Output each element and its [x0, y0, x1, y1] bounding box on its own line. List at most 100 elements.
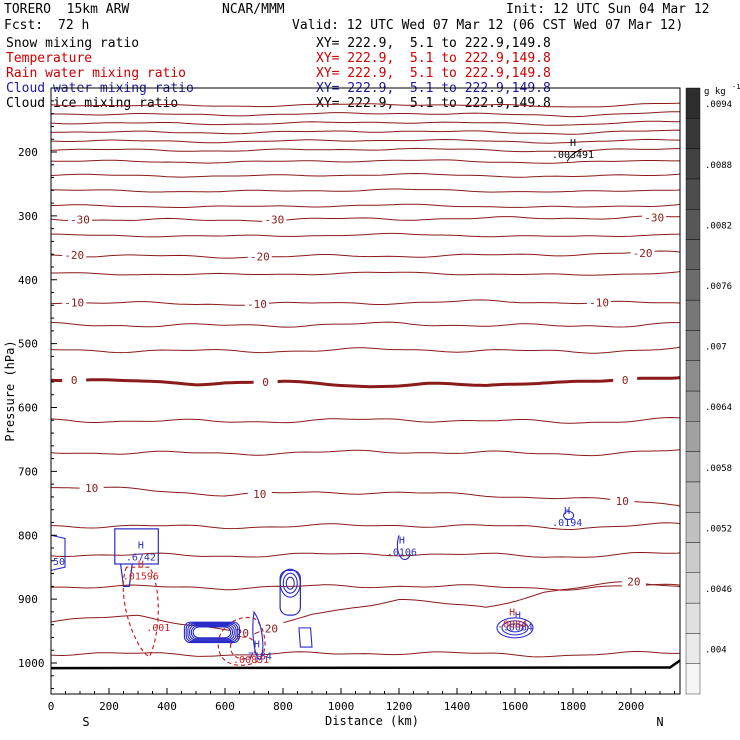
- label-mask: [247, 250, 272, 263]
- temperature-contour--20: [50, 250, 681, 259]
- colorbar-bin: [685, 451, 701, 483]
- y-tick-label: 200: [18, 146, 38, 159]
- temperature-label: -30: [70, 213, 90, 226]
- x-tick-label: 2000: [618, 700, 645, 713]
- colorbar-bin: [685, 512, 701, 543]
- cloud-water-contour: [285, 576, 295, 590]
- temperature-contour: [51, 111, 680, 118]
- extremum-marker: H: [254, 639, 260, 650]
- colorbar-tick-label: .004: [705, 646, 727, 656]
- cloud-water-contour: [192, 626, 232, 639]
- temperature-contour: [50, 449, 681, 457]
- colorbar-unit: g kg: [704, 87, 726, 97]
- extremum-value: .0084: [503, 623, 533, 634]
- legend-cloudice-name: Cloud ice mixing ratio: [6, 96, 179, 111]
- temperature-contour-10: [51, 486, 681, 507]
- colorbar-bin: [685, 148, 701, 180]
- y-tick-label: 400: [18, 274, 38, 287]
- temperature-label: -20: [64, 249, 84, 262]
- colorbar-tick-label: .0088: [705, 161, 732, 171]
- label-mask: [247, 487, 272, 500]
- extremum-value: .6742: [126, 552, 156, 563]
- cloud-water-contour: [279, 568, 301, 598]
- label-mask: [587, 296, 612, 309]
- temperature-contour: [50, 416, 681, 424]
- legend-snow-name: Snow mixing ratio: [6, 36, 140, 51]
- label-mask: [613, 374, 638, 387]
- colorbar-bin: [685, 360, 701, 392]
- y-axis-label: Pressure (hPa): [3, 340, 17, 441]
- cloud-water-contour: [506, 623, 524, 633]
- org-name: NCAR/MMM: [222, 2, 285, 17]
- colorbar: .004 .0046 .0052 .0058 .0064 .007 .0076 .0082 .0…: [685, 83, 740, 695]
- label-mask: [68, 213, 92, 226]
- colorbar-bin: [685, 87, 701, 119]
- x-tick-label: 200: [99, 700, 119, 713]
- temperature-label: -20: [633, 247, 653, 260]
- temperature-contour: [50, 232, 681, 238]
- colorbar-tick-label: .0064: [705, 403, 732, 413]
- colorbar-bin: [685, 542, 701, 573]
- x-tick-label: 0: [48, 700, 55, 713]
- temperature-contour: [50, 159, 681, 164]
- extremum-marker: H: [399, 535, 405, 546]
- temperature-contour: [50, 172, 681, 178]
- temperature-contour: [50, 522, 681, 530]
- temperature-contours: -30 -30 -30 -20 -20 -20 -10 -10 -10 0 0 0 10 10 10 20 20…: [50, 102, 681, 670]
- x-end-label-left: S: [82, 715, 89, 729]
- label-mask: [262, 213, 287, 226]
- temperature-label: 10: [616, 495, 629, 508]
- temperature-contour: [51, 271, 681, 276]
- rain-contour: [217, 616, 266, 666]
- colorbar-bin: [685, 602, 701, 634]
- label-mask: [244, 297, 269, 310]
- colorbar-bin: [685, 269, 701, 301]
- x-tick-label: 1600: [502, 700, 529, 713]
- colorbar-bin: [685, 239, 701, 270]
- extremum-value: .0194: [552, 518, 582, 529]
- extremum-value: .0084: [497, 619, 527, 630]
- temperature-label: -30: [644, 211, 664, 224]
- cloud-water-contour: [397, 535, 412, 561]
- temperature-contour: [50, 203, 681, 208]
- temperature-contour: [50, 102, 681, 108]
- label-mask: [642, 211, 667, 224]
- cloud-water-contour: [282, 572, 298, 594]
- temperature-label: 0: [622, 374, 629, 387]
- colorbar-tick-label: .0058: [705, 464, 732, 474]
- temperature-label: 0: [71, 374, 78, 387]
- temperature-label: 20: [627, 576, 640, 589]
- colorbar-bin: [685, 421, 701, 452]
- extremum-marker: H: [570, 138, 576, 149]
- extremum-marker: H: [138, 540, 144, 551]
- colorbar-bin: [685, 118, 701, 149]
- colorbar-tick-label: .0076: [705, 282, 732, 292]
- temperature-contour-20: [50, 580, 681, 635]
- x-tick-label: 400: [157, 700, 177, 713]
- cloud-water-contour: [496, 617, 534, 639]
- plot-frame: [50, 87, 681, 695]
- y-tick-label: 300: [18, 210, 38, 223]
- contour-labels: H.003491H.0194H.0106H.6742H.01596H.0084H…: [53, 138, 594, 666]
- model-title: TORERO 15km ARW: [4, 2, 130, 17]
- colorbar-bin: [685, 663, 701, 695]
- colorbar-bin: [685, 633, 701, 664]
- colorbar-tick-label: .0082: [705, 221, 732, 231]
- cloud-water-contour: [298, 627, 313, 648]
- colorbar-bin: [685, 572, 701, 604]
- temperature-label: -10: [589, 297, 609, 310]
- colorbar-bin: [685, 299, 701, 331]
- cloud-water-contour: [190, 625, 234, 640]
- cloud-water-contour: [183, 621, 241, 644]
- cloud-water-contour: [252, 610, 264, 661]
- label-mask: [621, 575, 646, 588]
- colorbar-bin: [685, 481, 701, 513]
- temperature-contour: [50, 346, 681, 354]
- rain-contour-label: .00831: [233, 655, 269, 666]
- colorbar-tick-label: .0094: [705, 100, 732, 110]
- label-mask: [79, 482, 104, 495]
- extremum-value: .003491: [552, 150, 594, 161]
- colorbar-bin: [685, 330, 701, 361]
- temperature-label: 20: [265, 622, 278, 635]
